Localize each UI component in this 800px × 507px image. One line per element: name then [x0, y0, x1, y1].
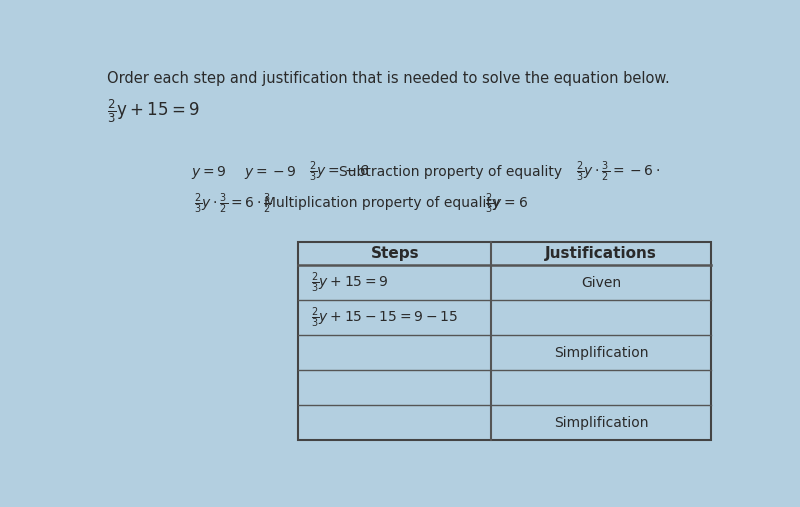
Text: Simplification: Simplification: [554, 346, 648, 359]
Text: Steps: Steps: [370, 246, 419, 261]
Text: Justifications: Justifications: [545, 246, 657, 261]
Text: $\mathregular{\frac{2}{3}}$$\mathregular{y + 15 = 9}$: $\mathregular{\frac{2}{3}}$$\mathregular…: [107, 98, 200, 125]
Text: $\frac{2}{3}y \cdot \frac{3}{2} = -6 \cdot$: $\frac{2}{3}y \cdot \frac{3}{2} = -6 \cd…: [575, 160, 660, 184]
Text: Simplification: Simplification: [554, 416, 648, 430]
Text: Multiplication property of equality: Multiplication property of equality: [264, 196, 500, 210]
Text: Given: Given: [581, 276, 621, 289]
Text: Order each step and justification that is needed to solve the equation below.: Order each step and justification that i…: [107, 70, 670, 86]
Text: $\frac{2}{3}y + 15 = 9$: $\frac{2}{3}y + 15 = 9$: [310, 270, 389, 295]
Text: $y = 9$: $y = 9$: [190, 164, 226, 180]
Text: $\frac{2}{3}y \cdot \frac{3}{2} = 6 \cdot \frac{3}{2}$: $\frac{2}{3}y \cdot \frac{3}{2} = 6 \cdo…: [194, 191, 272, 215]
Text: $y = -9$: $y = -9$: [244, 164, 297, 180]
Text: $\frac{2}{3}y = 6$: $\frac{2}{3}y = 6$: [485, 191, 528, 215]
Text: Subtraction property of equality: Subtraction property of equality: [338, 165, 562, 179]
Text: $\frac{2}{3}y = -6$: $\frac{2}{3}y = -6$: [309, 160, 369, 184]
Text: $\frac{2}{3}y + 15 - 15 = 9 - 15$: $\frac{2}{3}y + 15 - 15 = 9 - 15$: [310, 306, 458, 330]
Bar: [298, 242, 710, 440]
